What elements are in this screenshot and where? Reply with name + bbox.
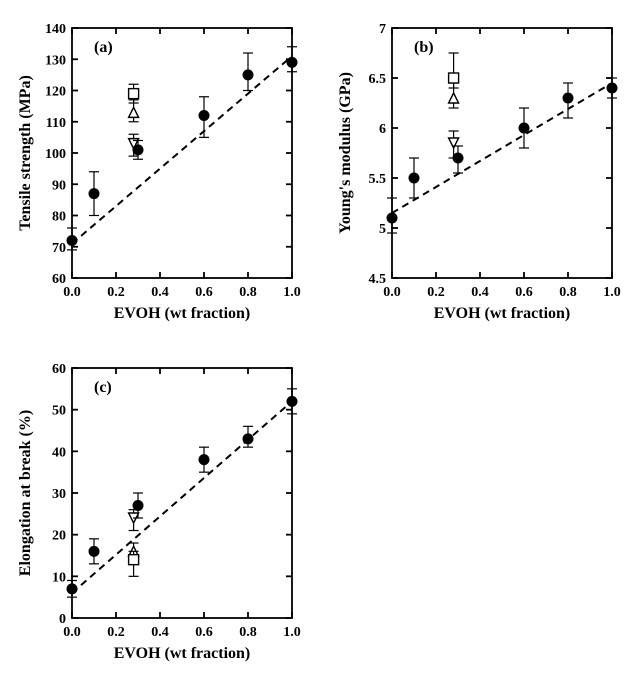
trend-line — [72, 56, 292, 244]
svg-text:40: 40 — [52, 445, 66, 460]
svg-text:1.0: 1.0 — [283, 625, 301, 640]
svg-text:0.2: 0.2 — [107, 625, 125, 640]
empty-cell — [330, 350, 628, 680]
plot-frame — [72, 368, 292, 618]
trend-line — [392, 83, 612, 213]
svg-text:0.4: 0.4 — [151, 625, 169, 640]
marker-circle — [133, 144, 144, 155]
panel-c: (c) 0.0 0.2 0.4 0.6 0.8 1.0 0 10 20 30 40 50 60 EVOH (… — [10, 350, 310, 680]
marker-triangle-up — [449, 93, 459, 103]
x-axis-label: EVOH (wt fraction) — [434, 305, 571, 322]
panel-b: (b) 0.0 0.2 0.4 0.6 0.8 1.0 4.5 5 5.5 6 6.5 7 EVOH (w… — [330, 10, 628, 340]
svg-text:10: 10 — [52, 570, 66, 585]
marker-square — [129, 555, 139, 565]
plot-frame — [392, 28, 612, 278]
svg-text:80: 80 — [52, 210, 66, 225]
marker-circle — [199, 454, 210, 465]
svg-text:90: 90 — [52, 178, 66, 193]
marker-circle — [67, 583, 78, 594]
y-axis-label: Tensile strength (MPa) — [17, 75, 34, 231]
plot-frame — [72, 28, 292, 278]
svg-text:0.2: 0.2 — [427, 285, 445, 300]
chart-c: (c) 0.0 0.2 0.4 0.6 0.8 1.0 0 10 20 30 40 50 60 EVOH (… — [10, 350, 310, 680]
svg-text:1.0: 1.0 — [603, 285, 621, 300]
svg-text:0.8: 0.8 — [239, 625, 257, 640]
marker-circle — [409, 173, 420, 184]
svg-text:50: 50 — [52, 404, 66, 419]
svg-text:0.6: 0.6 — [515, 285, 533, 300]
marker-circle — [453, 153, 464, 164]
marker-circle — [563, 93, 574, 104]
svg-text:30: 30 — [52, 487, 66, 502]
svg-text:120: 120 — [45, 85, 66, 100]
svg-text:20: 20 — [52, 529, 66, 544]
svg-text:100: 100 — [45, 147, 66, 162]
svg-text:0.2: 0.2 — [107, 285, 125, 300]
marker-circle — [519, 123, 530, 134]
svg-text:7: 7 — [379, 22, 386, 37]
svg-text:0.6: 0.6 — [195, 285, 213, 300]
svg-text:1.0: 1.0 — [283, 285, 301, 300]
marker-square — [129, 89, 139, 99]
svg-text:0.0: 0.0 — [383, 285, 401, 300]
panel-label: (c) — [94, 379, 112, 396]
svg-text:0.4: 0.4 — [151, 285, 169, 300]
svg-text:60: 60 — [52, 362, 66, 377]
svg-text:5: 5 — [379, 222, 386, 237]
marker-circle — [133, 500, 144, 511]
y-axis-label: Young's modulus (GPa) — [337, 72, 354, 234]
svg-text:0.0: 0.0 — [63, 625, 81, 640]
svg-text:6.5: 6.5 — [369, 72, 387, 87]
panel-label: (a) — [94, 39, 113, 56]
x-axis-label: EVOH (wt fraction) — [114, 645, 251, 662]
svg-text:140: 140 — [45, 22, 66, 37]
marker-circle — [287, 396, 298, 407]
chart-a: (a) 0.0 0.2 0.4 0.6 0.8 1.0 60 70 80 90 100 110 120 13… — [10, 10, 310, 340]
marker-circle — [243, 69, 254, 80]
marker-triangle-up — [129, 107, 139, 117]
marker-circle — [67, 235, 78, 246]
svg-text:110: 110 — [46, 116, 66, 131]
svg-text:0.8: 0.8 — [559, 285, 577, 300]
svg-text:130: 130 — [45, 53, 66, 68]
marker-circle — [287, 57, 298, 68]
marker-circle — [607, 83, 618, 94]
svg-text:4.5: 4.5 — [369, 272, 387, 287]
y-axis-label: Elongation at break (%) — [17, 410, 34, 576]
svg-text:0.0: 0.0 — [63, 285, 81, 300]
svg-text:0: 0 — [59, 612, 66, 627]
svg-text:0.4: 0.4 — [471, 285, 489, 300]
svg-text:0.8: 0.8 — [239, 285, 257, 300]
panel-label: (b) — [414, 39, 434, 56]
marker-circle — [89, 546, 100, 557]
svg-text:70: 70 — [52, 241, 66, 256]
x-axis-label: EVOH (wt fraction) — [114, 305, 251, 322]
marker-circle — [199, 110, 210, 121]
svg-text:5.5: 5.5 — [369, 172, 387, 187]
trend-line — [72, 401, 292, 593]
marker-circle — [243, 433, 254, 444]
svg-text:0.6: 0.6 — [195, 625, 213, 640]
chart-b: (b) 0.0 0.2 0.4 0.6 0.8 1.0 4.5 5 5.5 6 6.5 7 EVOH (w… — [330, 10, 628, 340]
marker-square — [449, 73, 459, 83]
svg-text:60: 60 — [52, 272, 66, 287]
marker-circle — [89, 188, 100, 199]
svg-text:6: 6 — [379, 122, 386, 137]
panel-a: (a) 0.0 0.2 0.4 0.6 0.8 1.0 60 70 80 90 100 110 120 13… — [10, 10, 310, 340]
marker-circle — [387, 213, 398, 224]
